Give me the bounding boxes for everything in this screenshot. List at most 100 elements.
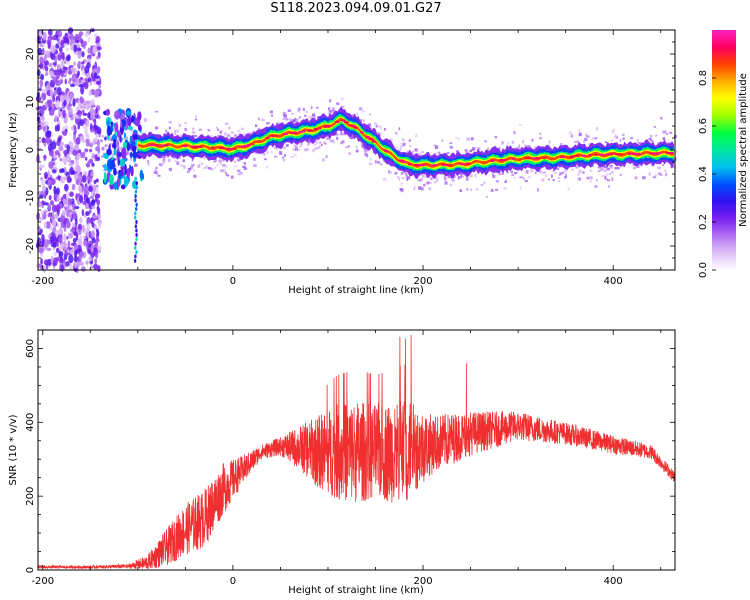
heatmap-cell <box>79 194 84 204</box>
heatmap-cell <box>114 122 119 133</box>
heatmap-cell <box>243 167 248 170</box>
heatmap-cell <box>123 132 126 139</box>
heatmap-cell <box>341 140 345 144</box>
heatmap-peak <box>298 130 304 133</box>
heatmap-cell <box>586 176 590 180</box>
heatmap-cell <box>129 135 133 144</box>
heatmap-cell <box>92 46 98 54</box>
heatmap-peak <box>588 154 592 157</box>
heatmap-cell <box>470 149 475 151</box>
heatmap-cell <box>95 228 99 233</box>
heatmap-cell <box>55 71 60 80</box>
heatmap-cell <box>596 179 598 182</box>
heatmap-cell <box>306 144 310 146</box>
heatmap-cell <box>614 166 617 170</box>
heatmap-cell <box>110 163 114 170</box>
heatmap-cell <box>306 139 310 143</box>
heatmap-peak <box>197 145 204 149</box>
heatmap-cell <box>82 109 85 114</box>
heatmap-cell <box>193 134 198 137</box>
heatmap-cell <box>90 88 96 96</box>
heatmap-cell <box>571 168 574 171</box>
heatmap-cell <box>54 213 59 219</box>
heatmap-cell <box>652 176 656 179</box>
heatmap-cell <box>594 185 598 188</box>
heatmap-cell <box>550 174 553 178</box>
heatmap-peak <box>353 126 358 129</box>
heatmap-cell <box>464 149 467 152</box>
heatmap-cell <box>155 171 159 175</box>
heatmap-cell <box>634 176 638 180</box>
heatmap-cell <box>85 260 89 265</box>
heatmap-cell <box>663 169 667 172</box>
heatmap-cell <box>184 122 188 124</box>
heatmap-cell <box>585 133 588 137</box>
heatmap-cell <box>552 169 555 173</box>
heatmap-cell <box>126 151 129 155</box>
heatmap-cell <box>74 261 77 269</box>
heatmap-cell <box>73 255 78 263</box>
heatmap-cell <box>265 165 269 169</box>
heatmap-cell <box>400 171 404 175</box>
heatmap-cell <box>413 185 416 188</box>
heatmap-cell <box>613 128 616 132</box>
heatmap-cell <box>243 132 247 137</box>
heatmap-cell <box>66 105 71 111</box>
heatmap-cell <box>77 152 81 159</box>
heatmap-cell <box>46 130 52 138</box>
heatmap-peak <box>306 129 313 132</box>
heatmap-cell <box>315 106 319 109</box>
heatmap-cell <box>574 140 578 143</box>
heatmap-cell <box>105 166 109 170</box>
heatmap-peak <box>183 145 188 148</box>
heatmap-peak <box>365 135 370 138</box>
heatmap-cell <box>117 177 121 188</box>
heatmap-axes: -200 0 200 400 -20 -10 0 10 20 <box>25 29 675 287</box>
heatmap-cell <box>110 137 113 142</box>
heatmap-cell <box>155 126 159 130</box>
heatmap-cell <box>299 144 303 148</box>
heatmap-cell <box>127 116 132 127</box>
heatmap-cell <box>274 155 278 158</box>
snr-series-line <box>37 334 676 570</box>
heatmap-cell <box>95 80 101 85</box>
heatmap-peak <box>334 120 341 124</box>
heatmap-cell <box>653 126 656 128</box>
heatmap-cell <box>127 141 132 144</box>
heatmap-cell <box>62 130 67 136</box>
heatmap-cell <box>436 152 438 155</box>
heatmap-cell <box>90 252 95 258</box>
heatmap-peak <box>349 124 356 128</box>
heatmap-cell <box>611 177 614 181</box>
heatmap-cell <box>67 198 72 204</box>
heatmap-cell <box>222 164 226 167</box>
snr-axes: -200 0 200 400 0 200 400 600 <box>25 329 675 587</box>
heatmap-cell <box>113 164 117 168</box>
heatmap-cell <box>60 176 66 184</box>
heatmap-cell <box>441 139 444 142</box>
heatmap-cell <box>247 132 250 135</box>
heatmap-cell <box>48 98 53 108</box>
heatmap-cell <box>216 128 219 131</box>
heatmap-y-tick-label: 10 <box>25 96 36 109</box>
heatmap-cell <box>510 170 513 173</box>
heatmap-cell <box>183 165 186 169</box>
heatmap-cell <box>655 134 658 137</box>
heatmap-cell <box>649 134 653 138</box>
heatmap-cell <box>328 111 331 115</box>
heatmap-cell <box>434 145 439 149</box>
heatmap-cell <box>237 158 241 162</box>
heatmap-cell <box>73 113 77 118</box>
heatmap-cell <box>406 150 409 154</box>
heatmap-cell <box>324 142 327 145</box>
heatmap-cell <box>130 141 136 147</box>
heatmap-cell <box>594 137 598 140</box>
heatmap-cell <box>63 43 68 47</box>
heatmap-cell <box>558 180 561 183</box>
heatmap-cell <box>70 45 74 51</box>
heatmap-cell <box>106 148 112 156</box>
heatmap-cell <box>266 122 270 125</box>
heatmap-peak <box>148 144 156 147</box>
heatmap-cell <box>56 140 61 147</box>
heatmap-cell <box>582 171 585 174</box>
